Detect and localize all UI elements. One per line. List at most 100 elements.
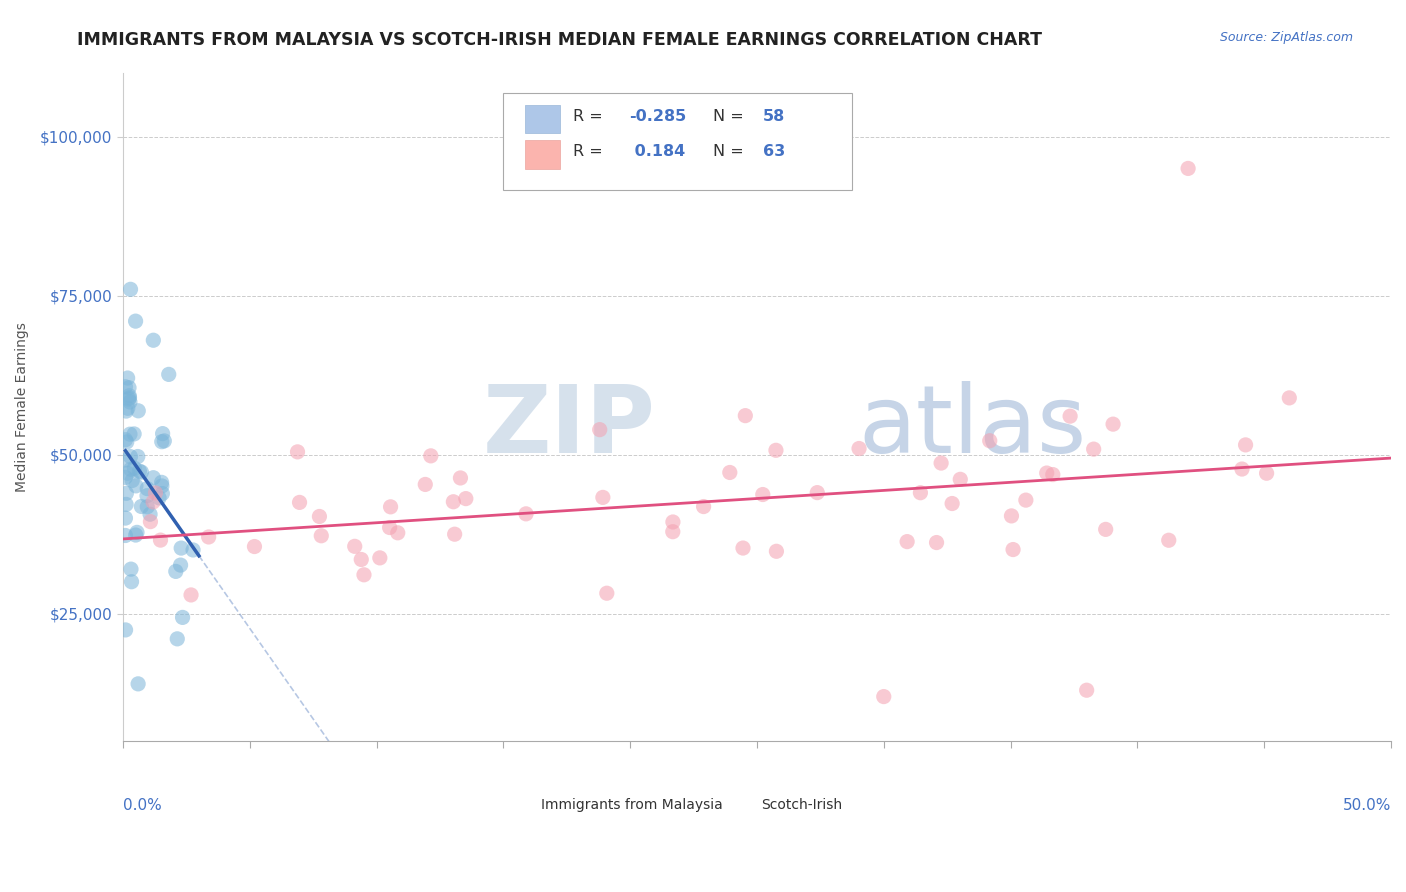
Point: [139, 508, 162, 522]
Point: [1094, 522, 1116, 536]
Point: [125, 479, 148, 493]
Point: [127, 677, 149, 691]
Point: [413, 477, 436, 491]
Point: [131, 500, 153, 514]
Point: [1083, 442, 1105, 457]
Point: [343, 539, 366, 553]
Point: [152, 426, 174, 441]
Point: [765, 544, 787, 558]
Point: [124, 528, 146, 542]
Point: [120, 462, 142, 476]
Point: [114, 528, 136, 542]
Point: [1015, 493, 1038, 508]
Point: [122, 426, 145, 441]
Text: R =: R =: [574, 109, 607, 124]
Point: [925, 535, 948, 549]
Point: [806, 485, 828, 500]
Bar: [496, 793, 533, 818]
Point: [128, 464, 150, 478]
Point: [765, 443, 787, 458]
Point: [515, 507, 537, 521]
Point: [150, 486, 173, 500]
Point: [142, 471, 165, 485]
Point: [114, 380, 136, 394]
Point: [117, 371, 139, 385]
Point: [1102, 417, 1125, 432]
Point: [169, 558, 191, 573]
Point: [449, 471, 471, 485]
Point: [873, 690, 896, 704]
Point: [752, 487, 775, 501]
Point: [136, 500, 159, 514]
Text: Immigrants from Malaysia: Immigrants from Malaysia: [541, 798, 723, 813]
Point: [148, 491, 170, 505]
Point: [172, 610, 194, 624]
Point: [662, 515, 685, 529]
Point: [454, 491, 477, 506]
Point: [589, 423, 612, 437]
Point: [181, 543, 204, 558]
Point: [118, 391, 141, 405]
Point: [120, 450, 142, 464]
Point: [350, 552, 373, 566]
Bar: [524, 105, 561, 133]
Point: [118, 427, 141, 442]
Point: [441, 495, 464, 509]
Point: [1278, 391, 1301, 405]
Point: [149, 533, 172, 548]
Text: IMMIGRANTS FROM MALAYSIA VS SCOTCH-IRISH MEDIAN FEMALE EARNINGS CORRELATION CHAR: IMMIGRANTS FROM MALAYSIA VS SCOTCH-IRISH…: [77, 31, 1042, 49]
Point: [142, 495, 165, 509]
Point: [114, 453, 136, 467]
Point: [127, 450, 149, 464]
Text: 0.184: 0.184: [628, 145, 685, 160]
Text: N =: N =: [713, 109, 748, 124]
Text: ZIP: ZIP: [482, 381, 655, 473]
Point: [153, 434, 176, 448]
Point: [941, 496, 963, 510]
Point: [145, 486, 167, 500]
Point: [124, 314, 146, 328]
Point: [368, 550, 391, 565]
Point: [197, 530, 219, 544]
Point: [120, 562, 142, 576]
Point: [311, 529, 333, 543]
Point: [848, 442, 870, 456]
Text: 0.0%: 0.0%: [122, 797, 162, 813]
Point: [120, 282, 142, 296]
FancyBboxPatch shape: [503, 93, 852, 190]
Point: [165, 565, 187, 579]
Point: [734, 409, 756, 423]
Point: [115, 497, 138, 511]
Point: [115, 486, 138, 500]
Point: [596, 586, 619, 600]
Point: [592, 491, 614, 505]
Text: Scotch-Irish: Scotch-Irish: [761, 798, 842, 813]
Point: [949, 472, 972, 486]
Point: [1035, 466, 1057, 480]
Y-axis label: Median Female Earnings: Median Female Earnings: [15, 322, 30, 492]
Point: [117, 467, 139, 481]
Point: [1256, 467, 1278, 481]
Text: R =: R =: [574, 145, 607, 160]
Point: [896, 534, 918, 549]
Point: [910, 485, 932, 500]
Point: [380, 500, 402, 514]
Point: [166, 632, 188, 646]
Point: [288, 495, 311, 509]
Text: -0.285: -0.285: [628, 109, 686, 124]
Point: [127, 404, 149, 418]
Point: [662, 524, 685, 539]
Point: [353, 567, 375, 582]
Point: [243, 540, 266, 554]
Point: [1000, 508, 1022, 523]
Point: [150, 434, 173, 449]
Point: [118, 392, 141, 406]
Point: [117, 401, 139, 416]
Point: [150, 479, 173, 493]
Point: [308, 509, 330, 524]
Point: [121, 474, 143, 488]
Point: [378, 520, 401, 534]
Text: N =: N =: [713, 145, 748, 160]
Text: 50.0%: 50.0%: [1343, 797, 1391, 813]
Bar: [524, 140, 561, 169]
